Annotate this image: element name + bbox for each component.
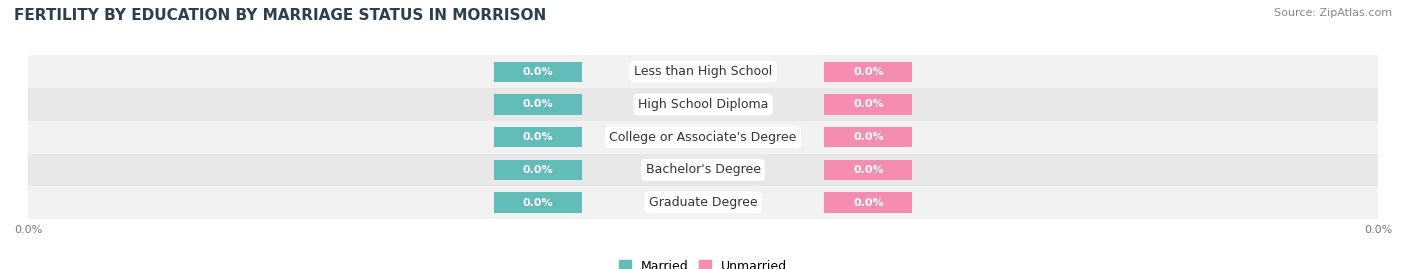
Legend: Married, Unmarried: Married, Unmarried: [613, 255, 793, 269]
Text: 0.0%: 0.0%: [523, 100, 553, 109]
Bar: [0, 55, 1406, 88]
Text: 0.0%: 0.0%: [853, 165, 883, 175]
Text: 0.0%: 0.0%: [853, 198, 883, 208]
Text: 0.0%: 0.0%: [523, 67, 553, 77]
Bar: [494, 94, 582, 115]
Bar: [0, 186, 1406, 219]
Text: 0.0%: 0.0%: [853, 67, 883, 77]
Bar: [824, 192, 912, 213]
Text: Less than High School: Less than High School: [634, 65, 772, 78]
Text: Graduate Degree: Graduate Degree: [648, 196, 758, 209]
Bar: [0, 88, 1406, 121]
Text: 0.0%: 0.0%: [523, 198, 553, 208]
Text: 0.0%: 0.0%: [853, 132, 883, 142]
Bar: [0, 154, 1406, 186]
Bar: [824, 127, 912, 147]
Bar: [824, 94, 912, 115]
Bar: [494, 62, 582, 82]
Bar: [824, 62, 912, 82]
Text: 0.0%: 0.0%: [523, 165, 553, 175]
Text: College or Associate's Degree: College or Associate's Degree: [609, 131, 797, 144]
Text: FERTILITY BY EDUCATION BY MARRIAGE STATUS IN MORRISON: FERTILITY BY EDUCATION BY MARRIAGE STATU…: [14, 8, 547, 23]
Text: Source: ZipAtlas.com: Source: ZipAtlas.com: [1274, 8, 1392, 18]
Text: High School Diploma: High School Diploma: [638, 98, 768, 111]
Bar: [824, 160, 912, 180]
Text: 0.0%: 0.0%: [523, 132, 553, 142]
Bar: [494, 192, 582, 213]
Text: 0.0%: 0.0%: [853, 100, 883, 109]
Bar: [494, 160, 582, 180]
Text: Bachelor's Degree: Bachelor's Degree: [645, 163, 761, 176]
Bar: [0, 121, 1406, 154]
Bar: [494, 127, 582, 147]
